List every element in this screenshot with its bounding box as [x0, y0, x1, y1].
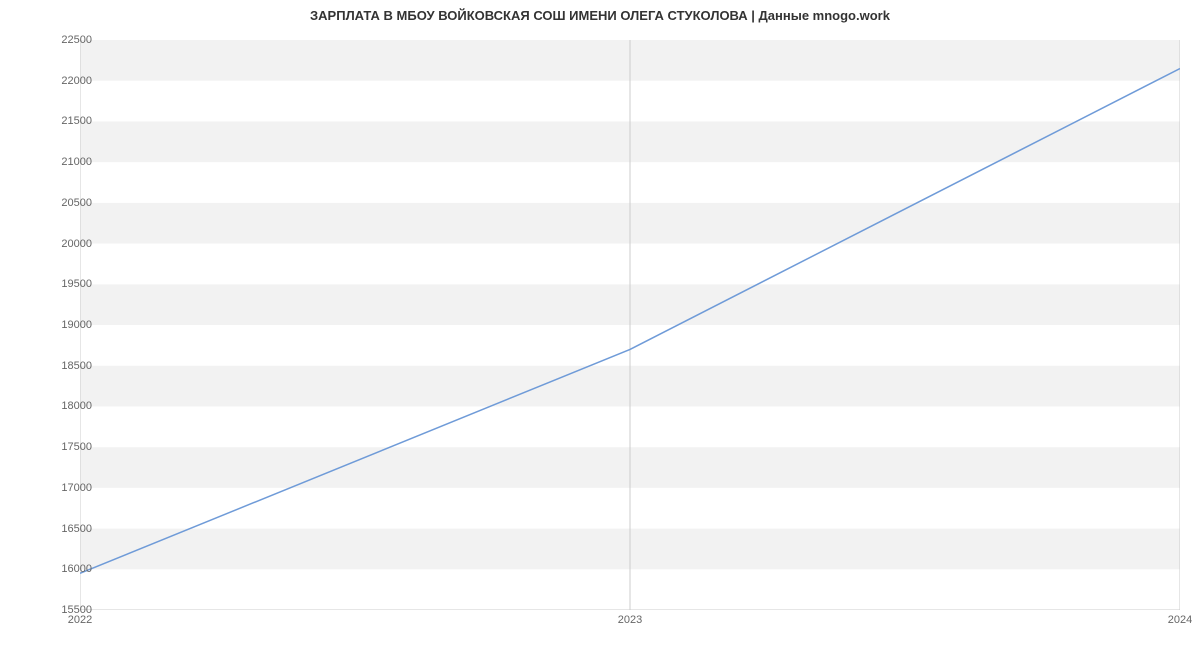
chart-plot-area: [80, 40, 1180, 610]
x-tick-label: 2024: [1168, 614, 1192, 626]
y-tick-label: 18500: [42, 360, 92, 372]
x-tick-label: 2022: [68, 614, 92, 626]
y-tick-label: 18000: [42, 400, 92, 412]
x-tick-label: 2023: [618, 614, 642, 626]
chart-title: ЗАРПЛАТА В МБОУ ВОЙКОВСКАЯ СОШ ИМЕНИ ОЛЕ…: [0, 8, 1200, 23]
y-tick-label: 16500: [42, 523, 92, 535]
y-tick-label: 19000: [42, 319, 92, 331]
y-tick-label: 21000: [42, 156, 92, 168]
y-tick-label: 20000: [42, 238, 92, 250]
y-tick-label: 20500: [42, 197, 92, 209]
y-tick-label: 17000: [42, 482, 92, 494]
y-tick-label: 22000: [42, 75, 92, 87]
y-tick-label: 17500: [42, 441, 92, 453]
y-tick-label: 16000: [42, 563, 92, 575]
y-tick-label: 21500: [42, 115, 92, 127]
chart-svg: [80, 40, 1180, 610]
y-tick-label: 19500: [42, 278, 92, 290]
y-tick-label: 22500: [42, 34, 92, 46]
